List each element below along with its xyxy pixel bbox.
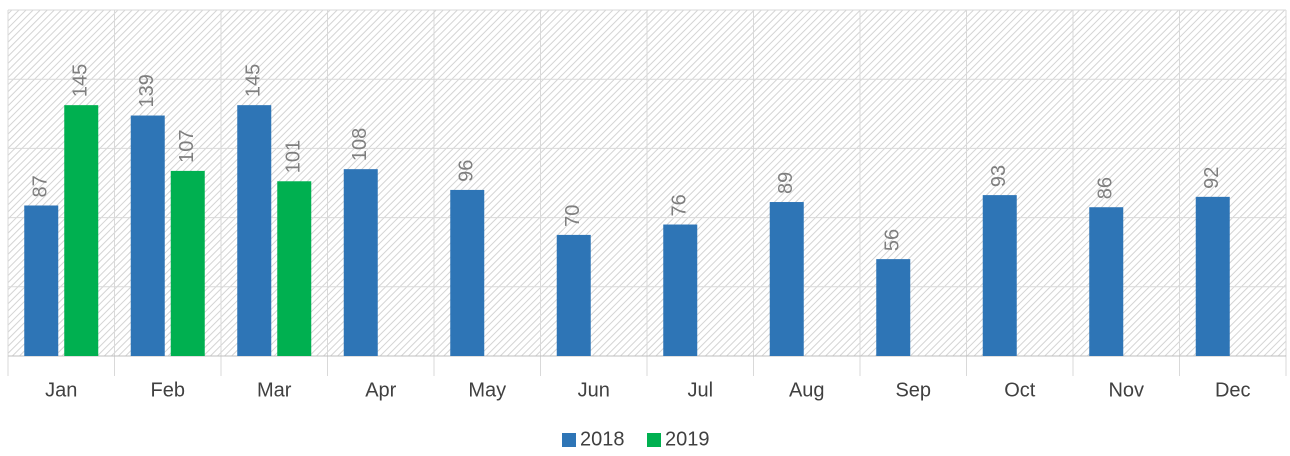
- x-tick-label: Mar: [257, 379, 292, 401]
- bar: [237, 105, 272, 357]
- legend-label: 2018: [580, 428, 625, 450]
- bar: [277, 181, 312, 356]
- x-tick-label: Aug: [789, 379, 825, 401]
- data-label: 145: [243, 64, 265, 97]
- bar: [130, 115, 165, 356]
- x-tick-label: May: [468, 379, 506, 401]
- x-tick-label: Nov: [1108, 379, 1144, 401]
- data-label: 145: [70, 64, 92, 97]
- bar: [170, 170, 205, 356]
- x-tick-label: Jul: [687, 379, 713, 401]
- data-label: 92: [1201, 167, 1223, 189]
- x-tick-label: Sep: [895, 379, 931, 401]
- x-tick-label: Apr: [365, 379, 396, 401]
- x-tick-label: Oct: [1004, 379, 1036, 401]
- x-tick-label: Dec: [1215, 379, 1251, 401]
- data-label: 96: [456, 160, 478, 182]
- bar: [769, 202, 804, 356]
- data-label: 93: [988, 165, 1010, 187]
- data-label: 70: [562, 205, 584, 227]
- legend-label: 2019: [665, 428, 710, 450]
- legend-swatch: [647, 433, 661, 447]
- data-label: 86: [1095, 177, 1117, 199]
- bar: [556, 234, 591, 356]
- data-label: 76: [669, 194, 691, 216]
- bar: [663, 224, 698, 356]
- data-label: 56: [882, 229, 904, 251]
- x-tick-label: Jan: [45, 379, 77, 401]
- data-label: 139: [136, 74, 158, 107]
- data-label: 89: [775, 172, 797, 194]
- bar: [343, 169, 378, 356]
- bar: [24, 205, 59, 356]
- bar: [982, 195, 1017, 356]
- bar: [876, 259, 911, 356]
- bar: [1195, 196, 1230, 356]
- x-tick-label: Jun: [578, 379, 610, 401]
- data-label: 107: [176, 130, 198, 163]
- bar: [64, 105, 99, 357]
- bar: [1089, 207, 1124, 356]
- data-label: 108: [349, 128, 371, 161]
- data-label: 101: [283, 140, 305, 173]
- data-label: 87: [30, 175, 52, 197]
- x-tick-label: Feb: [151, 379, 185, 401]
- legend-swatch: [562, 433, 576, 447]
- bar: [450, 189, 485, 356]
